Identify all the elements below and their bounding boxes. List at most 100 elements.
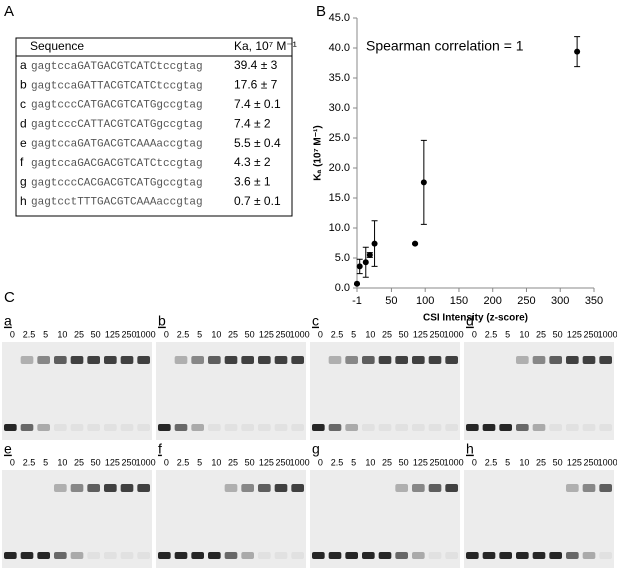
lane-label: 5 <box>505 457 510 467</box>
gel-band <box>224 424 238 431</box>
table-header: Ka, 10⁷ M⁻¹ <box>234 39 297 53</box>
table-header: Sequence <box>30 39 84 53</box>
gel-band <box>345 424 358 431</box>
lane-label: 10 <box>519 329 529 339</box>
gel-band <box>87 424 100 431</box>
gel-band <box>582 484 596 492</box>
lane-label: 1000 <box>444 457 464 467</box>
lane-label: 5 <box>197 457 202 467</box>
lane-label: 10 <box>365 457 375 467</box>
lane-label: 10 <box>211 457 221 467</box>
point <box>366 252 373 258</box>
lane-label: 50 <box>245 457 255 467</box>
gel-band <box>499 552 512 559</box>
gel-band <box>87 552 100 559</box>
gel-band <box>274 552 288 559</box>
ka-value: 7.4 ± 2 <box>234 116 271 130</box>
gel-band <box>428 552 442 559</box>
gel-band <box>445 356 458 364</box>
gel-band <box>20 356 34 364</box>
gel-band <box>208 552 221 559</box>
panel-label: A <box>4 3 14 20</box>
gel-label: g <box>312 441 320 457</box>
gel-band <box>599 484 612 492</box>
gel-band <box>54 484 67 492</box>
gel-band <box>137 356 150 364</box>
gel-band <box>412 552 425 559</box>
ka-value: 5.5 ± 0.4 <box>234 136 281 150</box>
table-border <box>15 37 293 217</box>
gel-band <box>532 356 546 364</box>
gel-band <box>466 552 479 559</box>
y-tick-label: 15.0 <box>329 192 350 204</box>
lane-label: 0 <box>472 457 477 467</box>
gel-band <box>566 424 579 431</box>
y-tick-label: 30.0 <box>329 102 350 114</box>
gel-band <box>137 552 150 559</box>
gel-label: d <box>466 313 474 329</box>
lane-label: 2.5 <box>331 457 344 467</box>
lane-label: 250 <box>429 329 444 339</box>
lane-label: 0 <box>164 329 169 339</box>
x-tick-label: 300 <box>551 295 569 307</box>
lane-label: 25 <box>228 457 238 467</box>
gel-band <box>516 424 529 431</box>
lane-label: 10 <box>57 329 67 339</box>
lane-label: 250 <box>429 457 444 467</box>
x-tick-label: 250 <box>517 295 535 307</box>
lane-label: 50 <box>399 329 409 339</box>
gel-band <box>104 356 117 364</box>
lane-label: 50 <box>553 457 563 467</box>
gel-band <box>70 552 84 559</box>
lane-label: 125 <box>567 329 582 339</box>
lane-label: 1000 <box>444 329 464 339</box>
gel-band <box>208 424 221 431</box>
lane-label: 25 <box>74 457 84 467</box>
gel-band <box>566 356 579 364</box>
gel-band <box>208 356 221 364</box>
gel-band <box>378 356 392 364</box>
gel-band <box>120 356 134 364</box>
sequence: gagtcccCACGACGTCATGgccgtag <box>31 177 203 189</box>
lane-label: 10 <box>365 329 375 339</box>
ka-value: 39.4 ± 3 <box>234 58 278 72</box>
lane-label: 2.5 <box>485 457 498 467</box>
lane-label: 125 <box>413 457 428 467</box>
gel-label: h <box>466 441 474 457</box>
gel-band <box>312 552 325 559</box>
gel-band <box>345 356 358 364</box>
lane-label: 5 <box>43 457 48 467</box>
gel-label: f <box>158 441 162 457</box>
lane-label: 250 <box>275 457 290 467</box>
gel-band <box>20 552 34 559</box>
gel-band <box>362 424 375 431</box>
lane-label: 25 <box>536 329 546 339</box>
gel-band <box>241 424 254 431</box>
gel-band <box>328 552 342 559</box>
gel-band <box>328 356 342 364</box>
lane-label: 250 <box>121 329 136 339</box>
y-tick-label: 5.0 <box>335 252 350 264</box>
gel-band <box>582 356 596 364</box>
lane-label: 5 <box>351 329 356 339</box>
gel-band <box>532 424 546 431</box>
row-id: b <box>20 78 27 92</box>
lane-label: 1000 <box>598 457 617 467</box>
panel-label: C <box>4 289 15 306</box>
row-id: f <box>20 155 24 169</box>
gel-band <box>395 552 408 559</box>
gel-band <box>328 424 342 431</box>
gel-band <box>54 424 67 431</box>
y-axis-label: Kₐ (10⁷ M⁻¹) <box>313 125 324 180</box>
gel-band <box>549 356 562 364</box>
lane-label: 2.5 <box>23 457 36 467</box>
gel-band <box>191 424 204 431</box>
gel-band <box>104 424 117 431</box>
ka-value: 4.3 ± 2 <box>234 155 271 169</box>
gel-band <box>274 424 288 431</box>
sequence: gagtccaGATGACGTCATCtccgtag <box>31 61 203 73</box>
lane-label: 25 <box>74 329 84 339</box>
gel-band <box>87 484 100 492</box>
gel-band <box>291 552 304 559</box>
gel-band <box>582 424 596 431</box>
